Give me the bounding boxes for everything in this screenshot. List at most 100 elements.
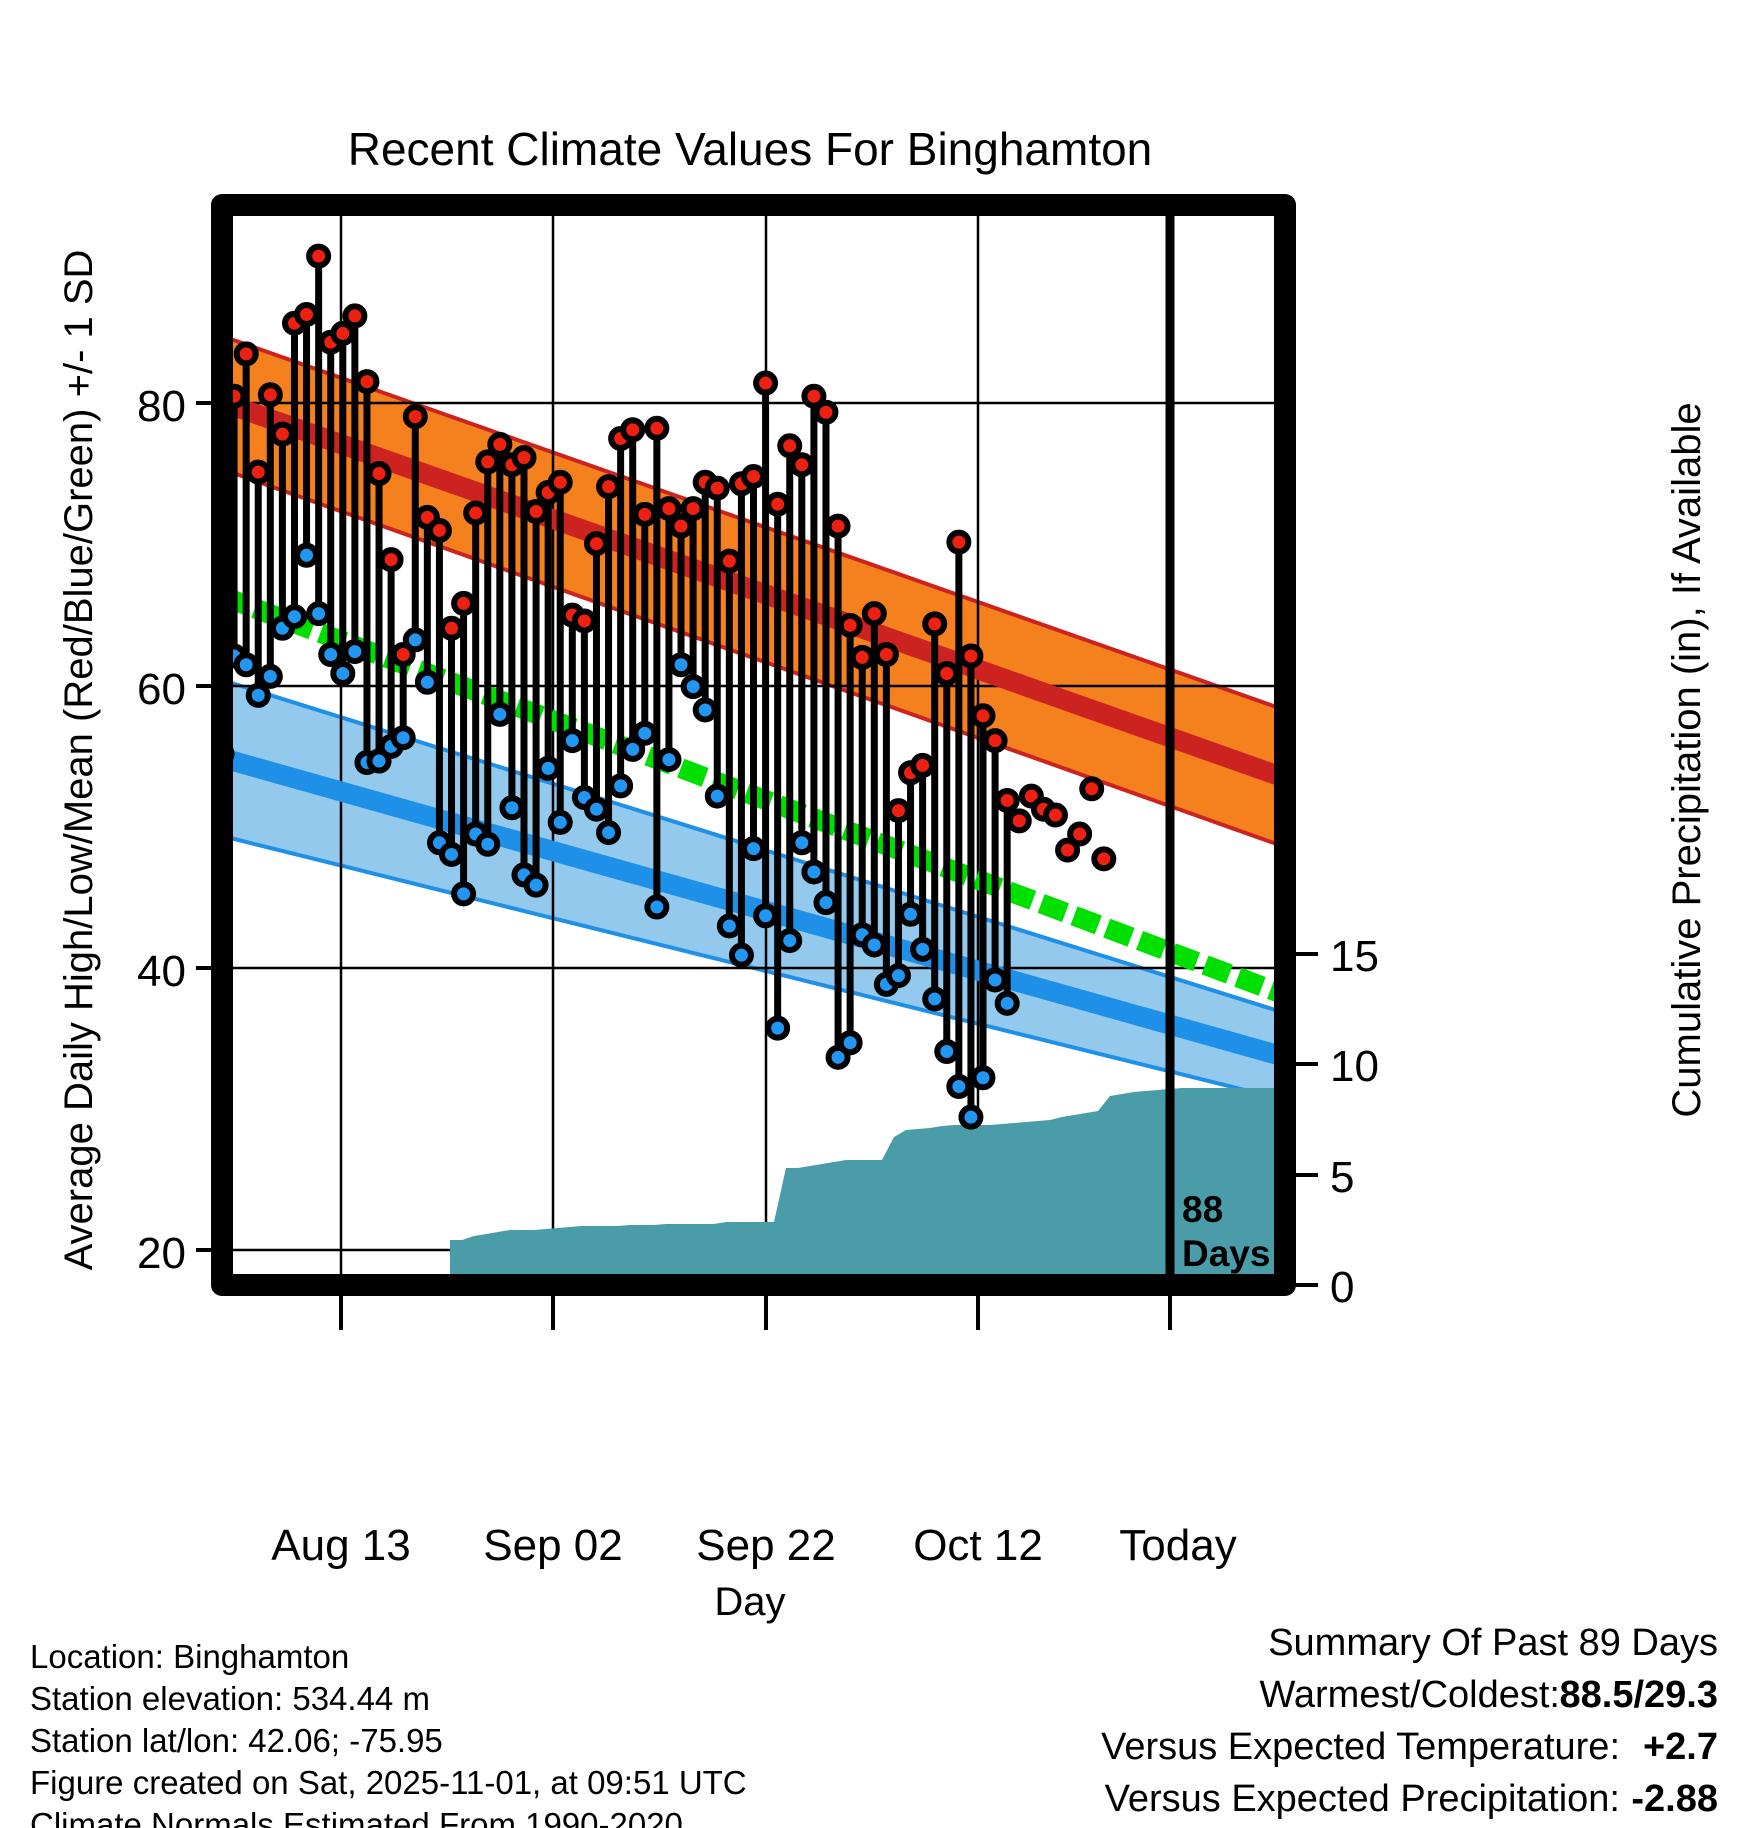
low-temp-marker [728,942,754,968]
low-temp-marker [487,701,513,727]
high-temp-marker [439,615,465,641]
high-temp-marker [451,590,477,616]
y-tick-label-40: 40 [137,947,186,996]
high-temp-marker [547,469,573,495]
high-temp-marker [269,421,295,447]
high-temp-marker [994,787,1020,813]
low-temp-marker [330,660,356,686]
low-temp-marker [306,601,332,627]
summary-warmcold-value: 88.5/29.3 [1560,1674,1718,1716]
plot-area: 88 Days [211,194,1296,1296]
high-temp-marker [233,341,259,367]
low-temp-marker [777,928,803,954]
x-tick-label-4: Oct 12 [913,1521,1043,1570]
high-temp-marker [946,529,972,555]
low-temp-marker [632,720,658,746]
high-temp-marker [934,660,960,686]
high-temp-marker [487,431,513,457]
high-temp-marker [511,444,537,470]
high-temp-marker [777,433,803,459]
high-temp-marker [1006,808,1032,834]
high-temp-marker [873,642,899,668]
low-temp-marker [813,890,839,916]
low-temp-marker [342,639,368,665]
high-temp-marker [632,501,658,527]
x-tick-label-1: Aug 13 [271,1521,410,1570]
low-temp-marker [994,990,1020,1016]
high-temp-marker [596,474,622,500]
footer-latlon: Station lat/lon: 42.06; -75.95 [30,1722,443,1759]
high-temp-marker [1079,776,1105,802]
high-temp-marker [294,301,320,327]
low-temp-marker [861,932,887,958]
high-temp-marker [970,703,996,729]
high-temp-marker [922,611,948,637]
high-temp-marker [306,243,332,269]
low-temp-marker [946,1074,972,1100]
summary-temp-label: Versus Expected Temperature: [1101,1726,1620,1768]
low-temp-marker [656,747,682,773]
x-axis-ticks: Aug 13 Sep 02 Sep 22 Oct 12 Today [271,1285,1237,1570]
x-tick-label-5: Today [1119,1521,1236,1570]
low-temp-marker [922,986,948,1012]
high-temp-marker [1067,821,1093,847]
low-temp-marker [499,795,525,821]
high-temp-marker [620,417,646,443]
precipitation-area [222,1088,1285,1285]
high-temp-marker [342,303,368,329]
high-temp-marker [813,399,839,425]
low-temp-marker [414,669,440,695]
high-temp-marker [910,752,936,778]
high-temp-marker [644,415,670,441]
low-temp-marker [910,936,936,962]
high-temp-marker [523,498,549,524]
high-temp-marker [571,608,597,634]
footer-location: Location: Binghamton [30,1638,349,1675]
right-axis-ticks: 0 5 10 15 [1285,932,1379,1312]
high-temp-marker [680,496,706,522]
plot-frame [211,194,1296,1296]
plot-series-group [222,205,1285,1285]
low-temp-marker [390,725,416,751]
high-temp-marker [1091,846,1117,872]
low-temp-marker [837,1030,863,1056]
high-temp-marker [789,452,815,478]
high-temp-marker [257,382,283,408]
y-tick-label-60: 60 [137,665,186,714]
y-tick-label-20: 20 [137,1229,186,1278]
summary-precip-label: Versus Expected Precipitation: [1105,1778,1620,1820]
mean-normal-blue-line [222,748,1285,1067]
observation-stems [222,256,1011,1118]
high-temp-marker [245,459,271,485]
high-temp-marker [741,463,766,489]
low-temp-marker [233,652,259,678]
low-temp-marker [257,663,283,689]
high-temp-marker [801,383,827,409]
low-temp-marker [402,627,428,653]
high-temp-marker [885,798,911,824]
low-temp-marker [753,903,779,929]
footer-created: Figure created on Sat, 2025-11-01, at 09… [30,1764,747,1801]
high-temp-marker [765,491,791,517]
footer-normals: Climate Normals Estimated From 1990-2020 [30,1806,683,1828]
x-tick-label-3: Sep 22 [696,1521,835,1570]
high-temp-marker [366,461,392,487]
high-temp-marker [837,612,863,638]
summary-precip-value: -2.88 [1631,1778,1718,1820]
low-temp-marker [970,1065,996,1091]
low-temp-marker [644,894,670,920]
high-temp-marker [583,531,609,557]
low-temp-marker [318,642,344,668]
low-temp-marker [885,963,911,989]
low-temp-marker [608,773,634,799]
observation-markers [222,243,1117,1130]
low-temp-marker [596,820,622,846]
high-temp-marker [330,320,356,346]
high-temp-marker [716,548,742,574]
high-temp-marker [378,547,404,573]
left-axis-label: Average Daily High/Low/Mean (Red/Blue/Gr… [57,250,101,1271]
low-temp-marker [741,836,766,862]
low-temp-marker [439,841,465,867]
low-temp-marker [898,901,924,927]
